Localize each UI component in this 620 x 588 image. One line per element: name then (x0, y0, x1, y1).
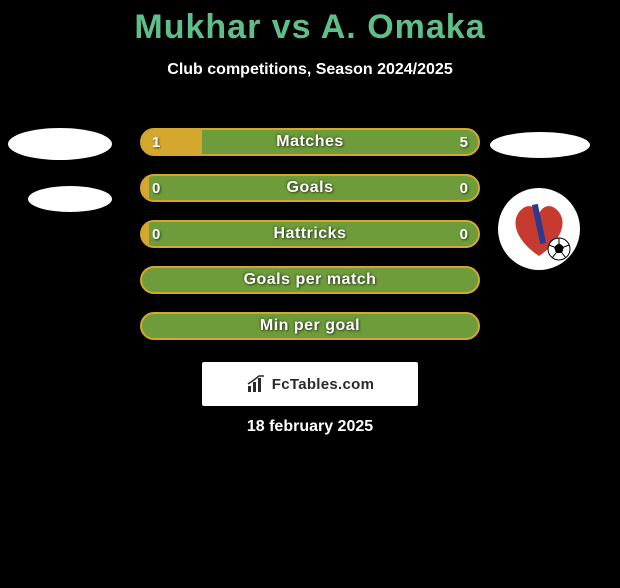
stat-bar-label: Min per goal (142, 314, 478, 338)
stat-bar-value-right: 5 (460, 130, 468, 154)
subtitle: Club competitions, Season 2024/2025 (0, 61, 620, 79)
page-title: Mukhar vs A. Omaka (0, 8, 620, 47)
stat-bar-value-right: 0 (460, 176, 468, 200)
stat-bar-label: Goals (142, 176, 478, 200)
stat-bar-value-right: 0 (460, 222, 468, 246)
stat-bar-label: Hattricks (142, 222, 478, 246)
stat-bar-goals: Goals0 0 (140, 174, 480, 202)
club-badge-right (498, 188, 580, 270)
stat-bar-min-per-goal: Min per goal (140, 312, 480, 340)
player-left-photo-placeholder-2 (28, 186, 112, 212)
stat-bar-label: Goals per match (142, 268, 478, 292)
stat-bar-value-left: 0 (152, 176, 160, 200)
club-badge-svg (504, 194, 574, 264)
fctables-text: FcTables.com (272, 376, 375, 393)
player-right-photo-placeholder (490, 132, 590, 158)
comparison-bars: Matches15Goals00Hattricks00Goals per mat… (140, 128, 480, 358)
date-text: 18 february 2025 (0, 418, 620, 436)
stat-bar-label: Matches (142, 130, 478, 154)
fctables-watermark: FcTables.com (202, 362, 418, 406)
stat-bar-hattricks: Hattricks0 0 (140, 220, 480, 248)
chart-icon (246, 374, 266, 394)
player-left-photo-placeholder-1 (8, 128, 112, 160)
stat-bar-value-left: 0 (152, 222, 160, 246)
stat-bar-matches: Matches1 5 (140, 128, 480, 156)
stat-bar-value-left: 1 (152, 130, 160, 154)
stat-bar-goals-per-match: Goals per match (140, 266, 480, 294)
